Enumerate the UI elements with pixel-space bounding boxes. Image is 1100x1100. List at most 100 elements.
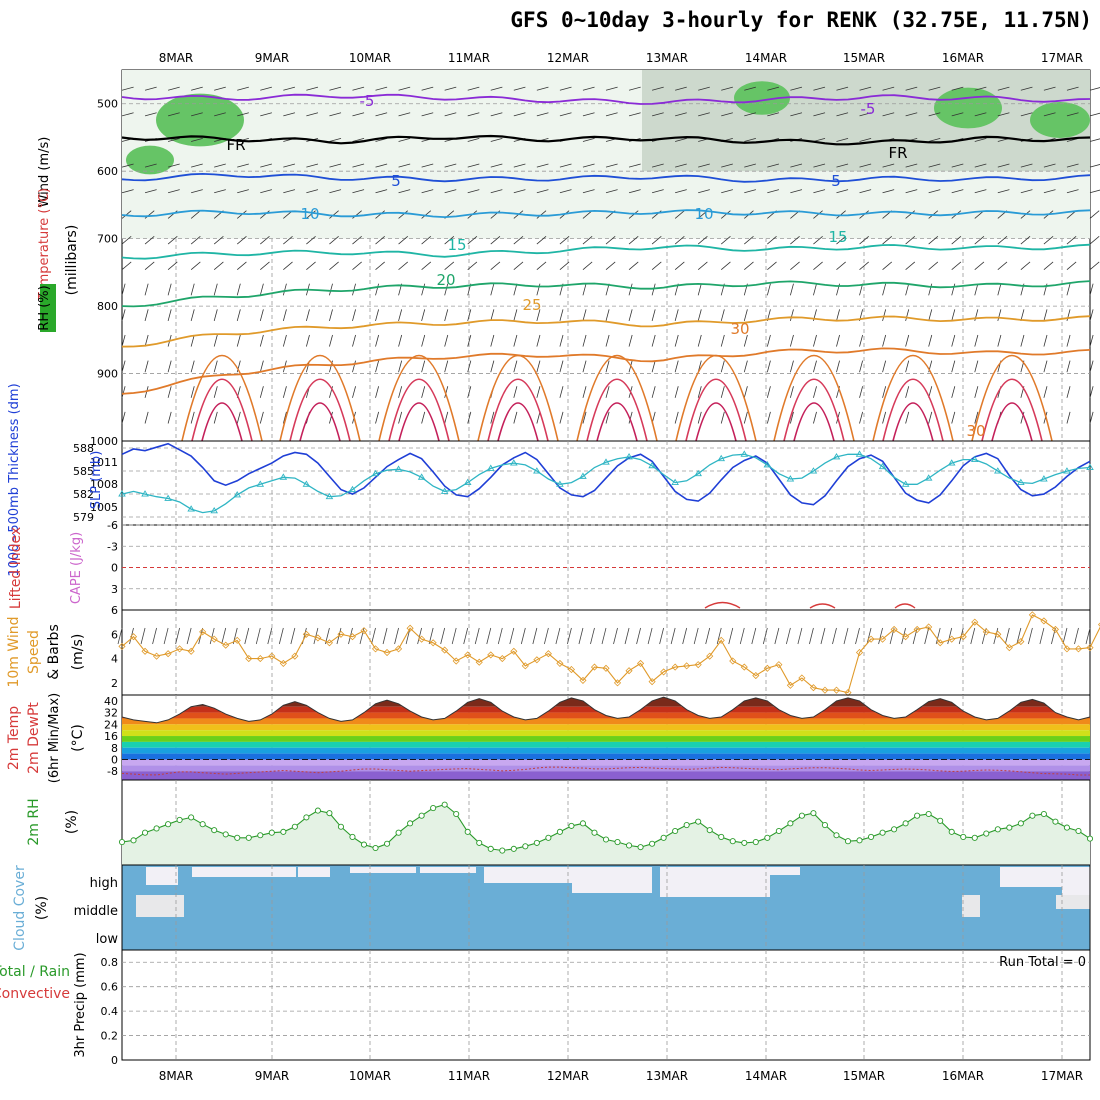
bottom-date-12MAR: 12MAR bbox=[547, 1069, 589, 1083]
slp-point-42 bbox=[602, 458, 610, 465]
precip-ylabel: 3hr Precip (mm) bbox=[73, 952, 88, 1057]
precip-total-label: Total / Rain bbox=[0, 964, 70, 980]
bottom-date-16MAR: 16MAR bbox=[942, 1069, 984, 1083]
bottom-date-13MAR: 13MAR bbox=[646, 1069, 688, 1083]
precip-ytick-0.8: 0.8 bbox=[101, 956, 119, 969]
slp-point-18 bbox=[325, 492, 334, 500]
cloud-ytick-middle: middle bbox=[74, 904, 118, 919]
rh-point-48 bbox=[672, 827, 679, 835]
cloud-gap-mid-0 bbox=[136, 895, 184, 917]
wind-speed-point-44 bbox=[625, 667, 633, 675]
slp-point-38 bbox=[556, 480, 564, 487]
rh-point-6 bbox=[188, 814, 195, 821]
slp-point-22 bbox=[371, 469, 380, 477]
contour-label-4: 5 bbox=[391, 172, 401, 190]
wind-speed-point-29 bbox=[452, 657, 460, 665]
wind10m-barbs bbox=[117, 627, 1091, 645]
wind-speed-point-60 bbox=[809, 684, 817, 692]
rh-point-35 bbox=[522, 843, 529, 850]
wind-speed-point-4 bbox=[164, 650, 172, 658]
temp-ytick-16: 16 bbox=[104, 730, 118, 743]
wind-label-line2: Speed bbox=[26, 630, 42, 674]
wind-label-unit: (m/s) bbox=[70, 634, 86, 671]
cloud-gap-mid-1 bbox=[962, 895, 980, 917]
run-total: Run Total = 0 bbox=[999, 955, 1086, 970]
contour-label-7: 10 bbox=[694, 205, 713, 223]
wind-speed-point-68 bbox=[902, 633, 910, 641]
top-date-16MAR: 16MAR bbox=[942, 51, 984, 65]
rh-point-33 bbox=[499, 847, 506, 854]
cloud-ytick-low: low bbox=[96, 932, 119, 947]
wind-speed-point-22 bbox=[371, 645, 380, 653]
wind-speed-point-78 bbox=[1017, 638, 1025, 646]
wind-speed-point-45 bbox=[637, 659, 645, 667]
lifted-ytick-0: -6 bbox=[107, 519, 118, 532]
rh2m-unit: (%) bbox=[64, 810, 80, 834]
cloud-gap-high-5 bbox=[420, 867, 476, 873]
wind-speed-point-40 bbox=[579, 676, 587, 684]
contour-label-3: FR bbox=[888, 144, 907, 162]
upper-ytick-800: 800 bbox=[97, 300, 118, 313]
wind-speed-point-49 bbox=[683, 662, 691, 670]
rh-point-26 bbox=[418, 812, 425, 819]
upper-ytick-1000: 1000 bbox=[90, 435, 118, 448]
contour-label-12: 30 bbox=[730, 320, 749, 338]
rh-point-75 bbox=[983, 830, 990, 837]
rh-point-5 bbox=[176, 816, 183, 824]
rh-point-59 bbox=[798, 812, 805, 819]
rh-point-78 bbox=[1017, 820, 1024, 827]
rh-point-24 bbox=[395, 829, 402, 836]
wind10m-frame bbox=[121, 609, 1091, 696]
wind-speed-point-41 bbox=[590, 663, 599, 671]
wind-speed-point-72 bbox=[948, 635, 956, 643]
slp-point-20 bbox=[348, 485, 357, 493]
bottom-date-15MAR: 15MAR bbox=[843, 1069, 885, 1083]
rh-point-37 bbox=[545, 834, 552, 841]
rh-point-70 bbox=[925, 810, 932, 818]
slp-label: SLP (mb) bbox=[89, 451, 104, 510]
wind-speed-point-52 bbox=[717, 636, 725, 644]
rh-point-53 bbox=[729, 838, 736, 845]
wind-speed-point-59 bbox=[798, 674, 806, 682]
rh-point-56 bbox=[764, 834, 771, 841]
rh-point-73 bbox=[960, 833, 967, 841]
wind-speed-point-0 bbox=[118, 642, 126, 650]
wind-speed-point-5 bbox=[176, 645, 184, 653]
rh-legend-swatch bbox=[40, 284, 56, 332]
slp-point-40 bbox=[579, 472, 587, 479]
lifted-trace-2 bbox=[894, 603, 916, 609]
rh-point-68 bbox=[902, 820, 909, 827]
rh-point-28 bbox=[441, 801, 448, 808]
top-date-13MAR: 13MAR bbox=[646, 51, 688, 65]
wind-speed-point-73 bbox=[959, 633, 967, 641]
temp-ytick-40: 40 bbox=[104, 695, 118, 708]
rh-point-39 bbox=[568, 822, 575, 829]
wind-speed-point-25 bbox=[406, 624, 414, 632]
slp-ytick-1008: 1008 bbox=[90, 478, 118, 491]
wind-speed-point-74 bbox=[971, 618, 979, 626]
wind-speed-point-14 bbox=[279, 659, 287, 667]
temp-ytick-8: 8 bbox=[111, 742, 118, 755]
rh-point-18 bbox=[326, 810, 333, 817]
rh-point-79 bbox=[1029, 812, 1036, 819]
cloud-label: Cloud Cover bbox=[12, 865, 28, 951]
rh-point-0 bbox=[118, 839, 126, 846]
thick-ytick-585: 585 bbox=[73, 465, 94, 478]
rh-point-44 bbox=[625, 842, 633, 849]
rh-point-54 bbox=[741, 839, 748, 846]
lifted-ytick-2: 0 bbox=[111, 562, 118, 575]
rh-point-4 bbox=[165, 821, 172, 828]
slp-point-0 bbox=[118, 490, 126, 497]
wind-speed-point-42 bbox=[602, 664, 610, 672]
wind-speed-point-8 bbox=[210, 635, 218, 643]
temp-ytick-24: 24 bbox=[104, 718, 118, 731]
rh-point-67 bbox=[891, 826, 898, 833]
wind-speed-point-47 bbox=[660, 668, 668, 676]
wind-speed-point-15 bbox=[291, 652, 299, 660]
rh-label: RH (%) bbox=[37, 285, 52, 330]
wind-speed-point-80 bbox=[1040, 617, 1048, 625]
rh-point-51 bbox=[706, 827, 713, 834]
rh-point-15 bbox=[291, 823, 298, 830]
wind-speed-point-9 bbox=[222, 641, 230, 649]
top-date-8MAR: 8MAR bbox=[159, 51, 194, 65]
